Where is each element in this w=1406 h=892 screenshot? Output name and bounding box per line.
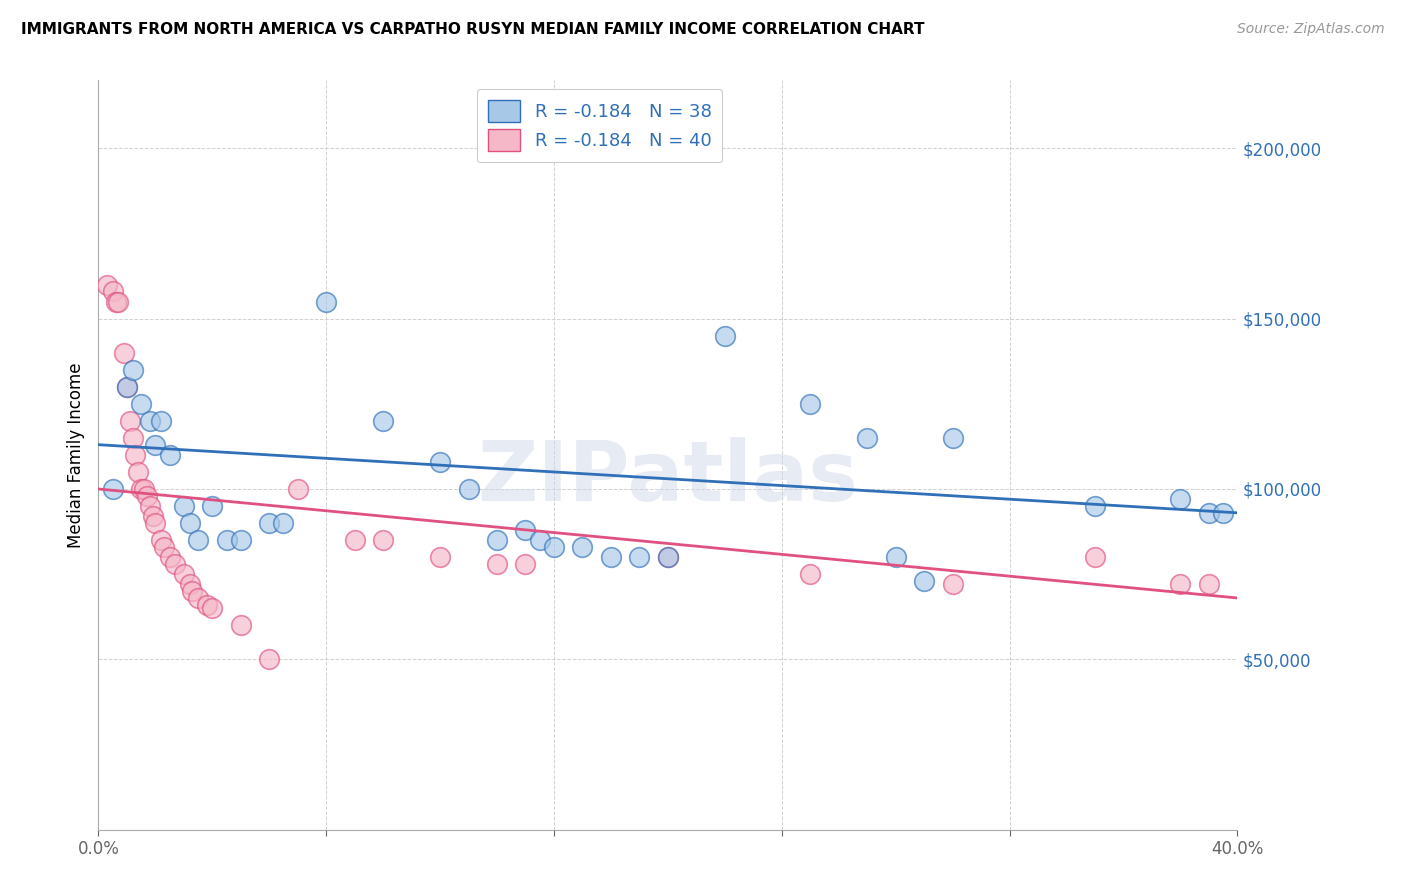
Point xyxy=(165,557,187,571)
Point xyxy=(429,455,451,469)
Point xyxy=(799,397,821,411)
Point xyxy=(138,414,160,428)
Point xyxy=(273,516,295,530)
Point xyxy=(657,550,679,565)
Point xyxy=(486,557,509,571)
Point xyxy=(181,584,204,599)
Point xyxy=(112,345,135,359)
Point xyxy=(150,414,173,428)
Point xyxy=(195,598,218,612)
Point xyxy=(159,448,181,462)
Point xyxy=(115,380,138,394)
Point xyxy=(515,523,537,537)
Point xyxy=(543,540,565,554)
Point xyxy=(101,482,124,496)
Legend: R = -0.184   N = 38, R = -0.184   N = 40: R = -0.184 N = 38, R = -0.184 N = 40 xyxy=(477,89,723,162)
Point xyxy=(124,448,146,462)
Point xyxy=(942,577,965,591)
Point xyxy=(571,540,593,554)
Point xyxy=(101,285,124,299)
Point xyxy=(856,431,879,445)
Point xyxy=(118,414,141,428)
Point xyxy=(201,499,224,513)
Point xyxy=(600,550,623,565)
Point xyxy=(179,516,201,530)
Point xyxy=(135,489,157,503)
Point xyxy=(159,550,181,565)
Point xyxy=(121,363,143,377)
Point xyxy=(799,567,821,582)
Point xyxy=(515,557,537,571)
Point xyxy=(1170,577,1192,591)
Point xyxy=(259,652,281,666)
Point xyxy=(187,533,209,547)
Text: ZIPatlas: ZIPatlas xyxy=(478,437,858,518)
Point xyxy=(132,482,155,496)
Point xyxy=(153,540,176,554)
Point xyxy=(259,516,281,530)
Point xyxy=(884,550,907,565)
Point xyxy=(529,533,551,547)
Point xyxy=(657,550,679,565)
Point xyxy=(129,482,152,496)
Point xyxy=(287,482,309,496)
Point xyxy=(429,550,451,565)
Point xyxy=(121,431,143,445)
Point xyxy=(457,482,479,496)
Point xyxy=(486,533,509,547)
Point xyxy=(942,431,965,445)
Point xyxy=(129,397,152,411)
Point xyxy=(173,499,195,513)
Point xyxy=(229,618,252,632)
Point xyxy=(150,533,173,547)
Point xyxy=(1198,577,1220,591)
Point xyxy=(179,577,201,591)
Point xyxy=(1170,492,1192,507)
Point xyxy=(912,574,935,588)
Point xyxy=(714,328,737,343)
Point xyxy=(373,414,395,428)
Text: Source: ZipAtlas.com: Source: ZipAtlas.com xyxy=(1237,22,1385,37)
Point xyxy=(141,509,163,524)
Point xyxy=(107,294,129,309)
Point xyxy=(315,294,337,309)
Y-axis label: Median Family Income: Median Family Income xyxy=(66,362,84,548)
Point xyxy=(229,533,252,547)
Point xyxy=(373,533,395,547)
Point xyxy=(628,550,651,565)
Point xyxy=(104,294,127,309)
Point xyxy=(96,277,118,292)
Point xyxy=(1212,506,1234,520)
Point xyxy=(115,380,138,394)
Point xyxy=(145,516,167,530)
Point xyxy=(215,533,238,547)
Point xyxy=(1198,506,1220,520)
Point xyxy=(127,465,149,479)
Point xyxy=(201,601,224,615)
Point xyxy=(145,438,167,452)
Point xyxy=(187,591,209,605)
Point xyxy=(173,567,195,582)
Point xyxy=(1084,550,1107,565)
Point xyxy=(1084,499,1107,513)
Point xyxy=(343,533,366,547)
Point xyxy=(138,499,160,513)
Text: IMMIGRANTS FROM NORTH AMERICA VS CARPATHO RUSYN MEDIAN FAMILY INCOME CORRELATION: IMMIGRANTS FROM NORTH AMERICA VS CARPATH… xyxy=(21,22,925,37)
